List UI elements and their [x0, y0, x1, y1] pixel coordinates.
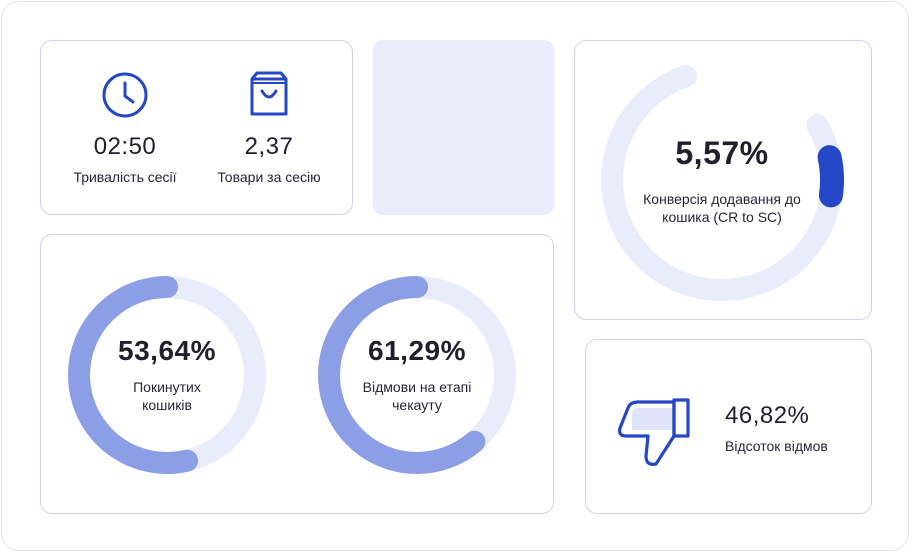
session-duration-value: 02:50: [93, 133, 157, 160]
abandoned-carts-label: Покинутих кошиків: [67, 378, 267, 414]
bounce-rate-card: 46,82% Відсоток відмов: [585, 339, 872, 514]
bounce-rate-value: 46,82%: [725, 402, 810, 429]
abandoned-carts-ring: [68, 276, 266, 474]
checkout-bounce-label: Відмови на етапі чекауту: [317, 378, 517, 414]
cart-conversion-ring: [600, 58, 844, 302]
empty-placeholder-card: [373, 40, 554, 215]
bounce-rate-label: Відсоток відмов: [725, 438, 828, 454]
checkout-bounce-label-line1: Відмови на етапі: [362, 379, 472, 395]
session-duration-label: Тривалість сесії: [73, 169, 177, 185]
cart-conversion-label-line1: Конверсія додавання до: [643, 191, 801, 207]
checkout-bounce-ring-fill: [318, 276, 516, 474]
checkout-bounce-value: 61,29%: [368, 335, 466, 366]
shopping-bag-icon: [247, 71, 291, 117]
cart-conversion-label-line2: кошика (CR to SC): [662, 209, 782, 225]
checkout-bounce-label-line2: чекауту: [392, 397, 442, 413]
rings-card: 53,64% Покинутих кошиків 61,29% Відмови …: [40, 234, 554, 514]
cart-conversion-ring-fill: [600, 58, 844, 302]
items-per-session-label: Товари за сесію: [217, 169, 321, 185]
cart-conversion-ring-track: [601, 59, 843, 301]
thumbs-down-icon: [616, 396, 692, 468]
items-per-session-value: 2,37: [244, 133, 294, 160]
cart-conversion-card: 5,57% Конверсія додавання до кошика (CR …: [574, 40, 872, 320]
cart-conversion-label: Конверсія додавання до кошика (CR to SC): [600, 190, 844, 226]
abandoned-carts-value: 53,64%: [118, 335, 216, 366]
checkout-bounce-ring: [318, 276, 516, 474]
cart-conversion-value: 5,57%: [675, 135, 769, 171]
abandoned-carts-ring-fill: [68, 276, 266, 474]
clock-icon: [101, 71, 149, 119]
abandoned-carts-label-line1: Покинутих: [133, 379, 201, 395]
session-metrics-card: 02:50 Тривалість сесії 2,37 Товари за се…: [40, 40, 353, 215]
abandoned-carts-label-line2: кошиків: [142, 397, 192, 413]
